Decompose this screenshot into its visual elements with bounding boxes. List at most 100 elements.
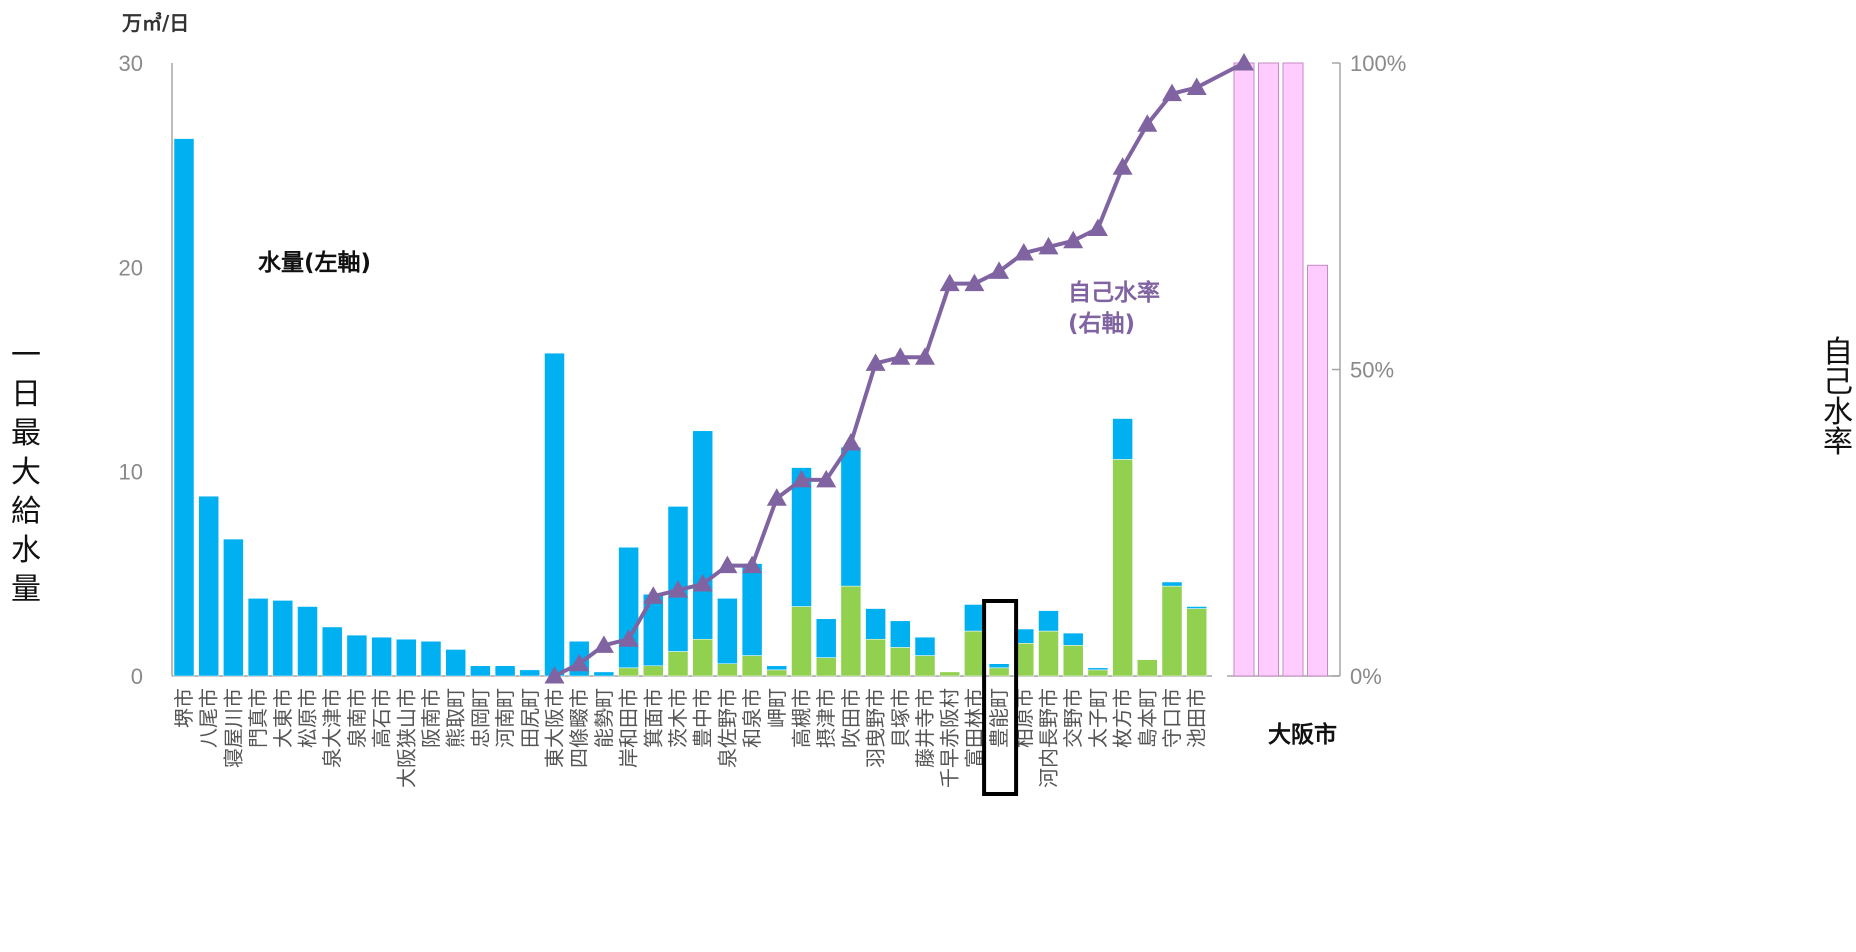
y2-tick-label: 100% (1350, 51, 1406, 76)
y-tick-label: 30 (119, 51, 143, 76)
category-label-23: 和泉市 (740, 688, 764, 748)
bar-purchased-11 (445, 649, 466, 677)
self-ratio-marker-19 (1013, 243, 1034, 261)
bar-purchased-13 (494, 665, 516, 677)
bar-self-21 (692, 638, 713, 677)
bar-self-18 (618, 667, 639, 677)
self-ratio-marker-8 (742, 555, 763, 574)
y2-tick-label: 50% (1350, 358, 1394, 383)
category-label-22: 泉佐野市 (715, 688, 739, 768)
bar-self-29 (890, 647, 911, 677)
category-label-30: 藤井寺市 (913, 688, 937, 768)
category-label-19: 箕面市 (641, 688, 665, 748)
bar-purchased-14 (519, 669, 541, 677)
bar-purchased-1 (198, 495, 219, 677)
self-ratio-marker-25 (1162, 83, 1182, 102)
self-ratio-marker-22 (1087, 218, 1108, 237)
bar-self-25 (791, 606, 812, 677)
bar-purchased-6 (321, 626, 343, 677)
self-ratio-marker-9 (766, 488, 787, 506)
category-label-6: 泉大津市 (320, 688, 344, 768)
category-label-31: 千早赤阪村 (938, 688, 962, 788)
bar-purchased-41 (1186, 606, 1207, 609)
self-ratio-marker-0 (544, 666, 565, 684)
self-ratio-marker-11 (816, 469, 837, 488)
self-ratio-marker-26 (1186, 77, 1207, 96)
axis-title-char: 給 (11, 494, 41, 529)
bar-self-28 (865, 638, 886, 677)
bar-purchased-27 (840, 446, 862, 587)
bar-purchased-3 (247, 598, 269, 677)
bar-self-36 (1062, 645, 1084, 677)
category-label-26: 摂津市 (814, 688, 838, 748)
axis-title-char: 己 (1823, 365, 1853, 400)
bar-purchased-23 (741, 563, 763, 656)
bar-purchased-0 (173, 138, 195, 677)
category-label-33: 豊能町 (987, 688, 1011, 748)
bar-purchased-7 (346, 634, 368, 677)
bar-purchased-10 (420, 641, 442, 677)
bar-purchased-17 (593, 671, 615, 677)
bar-purchased-34 (1013, 628, 1035, 644)
category-label-8: 高石市 (370, 688, 394, 748)
self-ratio-marker-20 (1038, 236, 1059, 255)
y-tick-label: 10 (119, 460, 143, 485)
axis-title-char: 一 (11, 338, 41, 373)
self-ratio-marker-27 (1234, 53, 1254, 71)
axis-title-char: 水 (1823, 395, 1853, 430)
bar-purchased-36 (1062, 632, 1084, 646)
category-label-3: 門真市 (246, 688, 270, 748)
category-label-18: 岸和田市 (617, 688, 641, 768)
bar-purchased-29 (890, 620, 911, 648)
bar-purchased-33 (988, 663, 1010, 669)
category-label-11: 熊取町 (444, 688, 468, 748)
annotation-water-volume: 水量(左軸) (258, 250, 371, 276)
category-label-2: 寝屋川市 (221, 688, 245, 768)
bar-purchased-35 (1038, 610, 1059, 632)
self-ratio-marker-6 (692, 574, 713, 592)
axis-title-char: 最 (11, 416, 41, 451)
category-label-40: 守口市 (1160, 688, 1184, 748)
bar-purchased-9 (396, 638, 417, 677)
category-label-41: 池田市 (1185, 688, 1209, 748)
self-ratio-marker-23 (1112, 157, 1133, 175)
osaka-bar-0 (1233, 62, 1255, 677)
bar-purchased-24 (766, 665, 788, 671)
bar-purchased-22 (717, 598, 738, 664)
bar-self-35 (1038, 630, 1059, 677)
bar-self-39 (1137, 659, 1158, 677)
self-ratio-marker-17 (964, 273, 985, 292)
osaka-bars-layer (1233, 62, 1328, 677)
axis-title-char: 大 (11, 455, 41, 490)
bar-purchased-32 (964, 604, 985, 632)
bar-purchased-21 (692, 430, 713, 640)
bar-self-30 (914, 655, 936, 677)
bar-purchased-18 (618, 547, 639, 669)
category-label-7: 泉南市 (345, 688, 369, 748)
bar-purchased-20 (667, 506, 689, 652)
axis-title-char: 水 (11, 533, 41, 568)
self-ratio-marker-3 (618, 629, 639, 647)
self-ratio-marker-14 (890, 347, 911, 365)
self-ratio-line-layer (544, 53, 1254, 684)
bar-purchased-4 (272, 600, 294, 677)
category-label-0: 堺市 (172, 688, 196, 728)
osaka-bar-3 (1307, 264, 1328, 677)
bar-purchased-15 (544, 352, 565, 677)
category-label-12: 忠岡町 (468, 688, 492, 748)
self-ratio-marker-15 (915, 347, 935, 365)
bar-self-19 (643, 665, 664, 677)
category-label-25: 高槻市 (790, 688, 814, 748)
category-label-17: 能勢町 (592, 688, 616, 748)
bar-self-32 (964, 630, 985, 677)
bar-self-37 (1087, 669, 1109, 677)
self-ratio-marker-18 (989, 261, 1010, 279)
category-label-13: 河南町 (493, 688, 517, 748)
category-labels: 堺市 八尾市 寝屋川市 門真市 大東市 松原市 泉大津市 泉南市 高石市 大阪狭山市 阪南市 熊取町忠… (172, 599, 1209, 796)
category-label-1: 八尾市 (197, 688, 221, 748)
self-ratio-marker-7 (717, 555, 738, 574)
y-tick-label: 20 (119, 255, 143, 280)
self-ratio-marker-16 (939, 273, 960, 292)
category-label-15: 東大阪市 (543, 688, 567, 768)
